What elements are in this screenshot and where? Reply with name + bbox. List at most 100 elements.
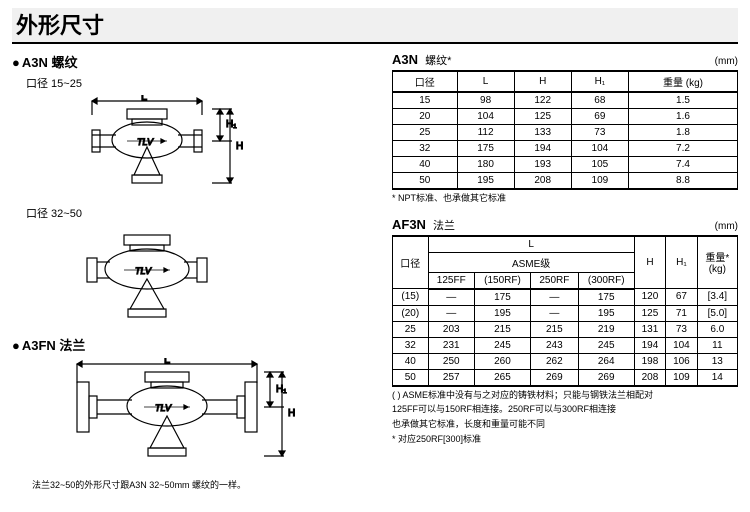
- table-cell: 215: [474, 321, 530, 337]
- table-cell: 104: [457, 109, 514, 125]
- table2-note3: 也承做其它标准，长度和重量可能不同: [392, 419, 738, 431]
- diagram-a3n-small: L TLV: [32, 95, 372, 195]
- table-cell: 20: [393, 109, 458, 125]
- table1-subtitle: 螺纹*: [425, 55, 451, 67]
- table-cell: 203: [428, 321, 474, 337]
- table-cell: 195: [578, 305, 634, 321]
- table1: 口径LHH₁重量 (kg) 1598122681.520104125691.62…: [392, 70, 738, 190]
- table-cell: [5.0]: [697, 305, 737, 321]
- table-cell: (15): [393, 289, 429, 306]
- table-cell: 193: [514, 157, 571, 173]
- table-cell: 25: [393, 125, 458, 141]
- svg-text:H: H: [288, 408, 295, 419]
- table-cell: [3.4]: [697, 289, 737, 306]
- table-cell: 7.2: [628, 141, 737, 157]
- table-cell: 195: [457, 173, 514, 190]
- table-cell: 68: [571, 92, 628, 109]
- table-cell: 106: [666, 353, 697, 369]
- table-cell: 131: [634, 321, 665, 337]
- table-cell: 71: [666, 305, 697, 321]
- table-cell: 264: [578, 353, 634, 369]
- page-title: 外形尺寸: [12, 8, 738, 44]
- svg-text:H: H: [236, 141, 243, 152]
- diagrams-column: A3N 螺纹 口径 15~25 L: [12, 52, 372, 491]
- table2: 口径 L H H₁ 重量* (kg) ASME级 125FF(150RF)250…: [392, 235, 738, 387]
- table-cell: 25: [393, 321, 429, 337]
- table1-unit: (mm): [715, 56, 738, 67]
- table-cell: —: [530, 305, 578, 321]
- table-cell: 219: [578, 321, 634, 337]
- table-cell: 109: [571, 173, 628, 190]
- table-cell: 245: [474, 337, 530, 353]
- svg-text:H₁: H₁: [226, 119, 237, 130]
- table-cell: 269: [530, 369, 578, 386]
- table-cell: 67: [666, 289, 697, 306]
- table-cell: 194: [634, 337, 665, 353]
- table-cell: 73: [666, 321, 697, 337]
- bore-15-25-label: 口径 15~25: [26, 75, 372, 91]
- table2-note1: ( ) ASME标准中没有与之对应的铸铁材料；只能与钢铁法兰相配对: [392, 390, 738, 402]
- table-cell: 1.6: [628, 109, 737, 125]
- table-cell: 208: [634, 369, 665, 386]
- table-cell: 73: [571, 125, 628, 141]
- table-cell: 265: [474, 369, 530, 386]
- bore-32-50-label: 口径 32~50: [26, 205, 372, 221]
- table-cell: 32: [393, 337, 429, 353]
- table-cell: 250: [428, 353, 474, 369]
- table-cell: 175: [578, 289, 634, 306]
- svg-text:TLV: TLV: [135, 266, 152, 276]
- svg-text:TLV: TLV: [137, 137, 154, 147]
- table-cell: 215: [530, 321, 578, 337]
- table-cell: 50: [393, 369, 429, 386]
- table2-title: AF3N: [392, 217, 426, 232]
- table1-title: A3N: [392, 52, 418, 67]
- table-cell: 6.0: [697, 321, 737, 337]
- table-cell: 175: [474, 289, 530, 306]
- table-cell: 105: [571, 157, 628, 173]
- table-cell: 40: [393, 157, 458, 173]
- table-cell: 243: [530, 337, 578, 353]
- table-cell: 122: [514, 92, 571, 109]
- table-cell: 245: [578, 337, 634, 353]
- table-cell: 260: [474, 353, 530, 369]
- diagram-a3n-large: TLV: [32, 225, 372, 325]
- table-cell: 125: [634, 305, 665, 321]
- table-cell: 195: [474, 305, 530, 321]
- a3fn-flange-label: A3FN 法兰: [12, 335, 372, 354]
- table-cell: 104: [571, 141, 628, 157]
- table-cell: 50: [393, 173, 458, 190]
- table-cell: 104: [666, 337, 697, 353]
- svg-text:TLV: TLV: [155, 403, 172, 413]
- table-cell: (20): [393, 305, 429, 321]
- table-cell: 1.8: [628, 125, 737, 141]
- svg-text:L: L: [141, 95, 147, 103]
- table-cell: 1.5: [628, 92, 737, 109]
- table-cell: 269: [578, 369, 634, 386]
- table-cell: 198: [634, 353, 665, 369]
- table-cell: 40: [393, 353, 429, 369]
- table-cell: 194: [514, 141, 571, 157]
- table2-unit: (mm): [715, 221, 738, 232]
- table-cell: 231: [428, 337, 474, 353]
- table-cell: 208: [514, 173, 571, 190]
- tables-column: A3N 螺纹* (mm) 口径LHH₁重量 (kg) 1598122681.52…: [392, 52, 738, 491]
- table-cell: 69: [571, 109, 628, 125]
- table2-note4: * 对应250RF[300]标准: [392, 434, 738, 446]
- a3n-thread-label: A3N 螺纹: [12, 52, 372, 71]
- table-cell: 13: [697, 353, 737, 369]
- table-cell: 120: [634, 289, 665, 306]
- table-cell: 175: [457, 141, 514, 157]
- table-cell: 133: [514, 125, 571, 141]
- table-cell: 14: [697, 369, 737, 386]
- table-cell: 11: [697, 337, 737, 353]
- table-cell: —: [530, 289, 578, 306]
- table-cell: 125: [514, 109, 571, 125]
- table-cell: 32: [393, 141, 458, 157]
- table-cell: 7.4: [628, 157, 737, 173]
- table-cell: 109: [666, 369, 697, 386]
- svg-text:L: L: [164, 358, 170, 366]
- table1-note: * NPT标准、也承做其它标准: [392, 193, 738, 205]
- table-cell: 112: [457, 125, 514, 141]
- table-cell: 98: [457, 92, 514, 109]
- table-cell: 8.8: [628, 173, 737, 190]
